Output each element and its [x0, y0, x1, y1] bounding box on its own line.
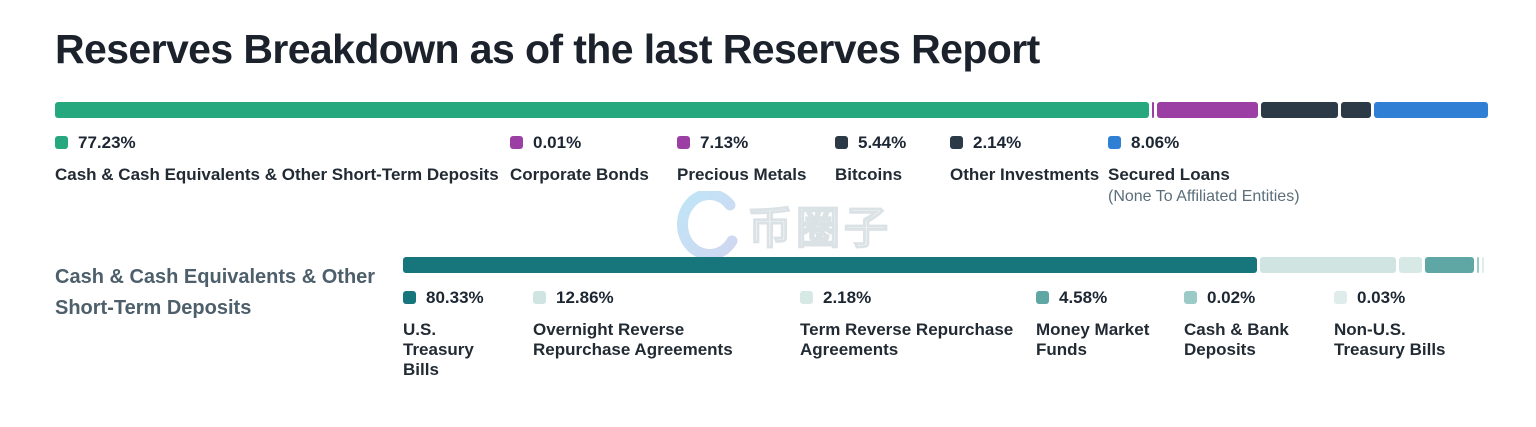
legend-item-term-reverse-repurchase-agreements: 2.18% Term Reverse Repurchase Agreements [800, 288, 1025, 360]
legend-swatch-icon [1036, 291, 1049, 304]
bar-segment-bitcoins [1260, 102, 1338, 118]
page-title: Reserves Breakdown as of the last Reserv… [55, 26, 1040, 72]
legend-head: 0.02% [1184, 288, 1309, 307]
reserves-total-bar [55, 102, 1488, 118]
legend-sublabel: (None To Affiliated Entities) [1108, 188, 1300, 205]
legend-label: Cash & Bank Deposits [1184, 320, 1289, 359]
legend-head: 2.18% [800, 288, 1025, 307]
legend-head: 2.14% [950, 133, 1099, 152]
legend-head: 12.86% [533, 288, 768, 307]
legend-head: 77.23% [55, 133, 499, 152]
legend-percent: 5.44% [858, 132, 907, 152]
legend-head: 7.13% [677, 133, 806, 152]
legend-swatch-icon [677, 136, 690, 149]
bar-segment-money-market-funds [1425, 257, 1474, 273]
legend-percent: 0.03% [1357, 287, 1406, 307]
legend-swatch-icon [403, 291, 416, 304]
bar-segment-other-investments [1340, 102, 1371, 118]
legend-head: 0.01% [510, 133, 649, 152]
legend-percent: 7.13% [700, 132, 749, 152]
legend-percent: 0.01% [533, 132, 582, 152]
legend-item-non-u-s-treasury-bills: 0.03% Non-U.S. Treasury Bills [1334, 288, 1479, 360]
legend-percent: 77.23% [78, 132, 136, 152]
legend-swatch-icon [55, 136, 68, 149]
legend-percent: 8.06% [1131, 132, 1180, 152]
legend-percent: 4.58% [1059, 287, 1108, 307]
legend-swatch-icon [1108, 136, 1121, 149]
legend-label: Money Market Funds [1036, 320, 1150, 359]
section-cash-equivalents-title: Cash & Cash Equivalents & Other Short-Te… [55, 266, 376, 319]
legend-item-cash-bank-deposits: 0.02% Cash & Bank Deposits [1184, 288, 1309, 360]
legend-swatch-icon [1184, 291, 1197, 304]
legend-item-money-market-funds: 4.58% Money Market Funds [1036, 288, 1171, 360]
legend-swatch-icon [1334, 291, 1347, 304]
legend-label: Non-U.S. Treasury Bills [1334, 320, 1446, 359]
legend-item-cash-cash-equivalents-other-short-term-deposits: 77.23% Cash & Cash Equivalents & Other Sh… [55, 133, 499, 185]
legend-label: Overnight Reverse Repurchase Agreements [533, 320, 733, 359]
legend-item-u-s-treasury-bills: 80.33% U.S. Treasury Bills [403, 288, 498, 380]
bar-segment-cash-cash-equivalents-other-short-term-deposits [55, 102, 1149, 118]
legend-label: Cash & Cash Equivalents & Other Short-Te… [55, 165, 499, 184]
legend-item-bitcoins: 5.44% Bitcoins [835, 133, 906, 185]
legend-percent: 0.02% [1207, 287, 1256, 307]
legend-head: 80.33% [403, 288, 498, 307]
legend-head: 0.03% [1334, 288, 1479, 307]
legend-swatch-icon [950, 136, 963, 149]
watermark-text: 币圈子 [747, 203, 892, 254]
bar-segment-precious-metals [1156, 102, 1258, 118]
legend-item-corporate-bonds: 0.01% Corporate Bonds [510, 133, 649, 185]
legend-percent: 12.86% [556, 287, 614, 307]
bar-segment-cash-bank-deposits [1476, 257, 1479, 273]
legend-head: 8.06% [1108, 133, 1300, 152]
watermark-logo-icon [676, 191, 738, 257]
legend-percent: 2.14% [973, 132, 1022, 152]
legend-item-other-investments: 2.14% Other Investments [950, 133, 1099, 185]
legend-item-precious-metals: 7.13% Precious Metals [677, 133, 806, 185]
bar-segment-secured-loans [1373, 102, 1488, 118]
legend-label: Bitcoins [835, 165, 903, 184]
bar-segment-u-s-treasury-bills [403, 257, 1257, 273]
legend-label: Secured Loans [1108, 165, 1230, 184]
legend-head: 4.58% [1036, 288, 1171, 307]
bar-segment-non-u-s-treasury-bills [1481, 257, 1484, 273]
bar-segment-overnight-reverse-repurchase-agreements [1259, 257, 1397, 273]
legend-swatch-icon [835, 136, 848, 149]
legend-head: 5.44% [835, 133, 906, 152]
watermark: 币圈子 [672, 190, 889, 258]
legend-item-secured-loans: 8.06% Secured Loans (None To Affiliated En… [1108, 133, 1300, 207]
legend-label: U.S. Treasury Bills [403, 320, 474, 379]
legend-percent: 2.18% [823, 287, 872, 307]
legend-label: Precious Metals [677, 165, 807, 184]
legend-swatch-icon [800, 291, 813, 304]
legend-label: Term Reverse Repurchase Agreements [800, 320, 1014, 359]
legend-label: Corporate Bonds [510, 165, 649, 184]
legend-swatch-icon [533, 291, 546, 304]
legend-item-overnight-reverse-repurchase-agreements: 12.86% Overnight Reverse Repurchase Agree… [533, 288, 768, 360]
legend-percent: 80.33% [426, 287, 484, 307]
legend-swatch-icon [510, 136, 523, 149]
legend-label: Other Investments [950, 165, 1100, 184]
bar-segment-term-reverse-repurchase-agreements [1399, 257, 1423, 273]
bar-segment-corporate-bonds [1151, 102, 1154, 118]
cash-equivalents-bar [403, 257, 1484, 273]
